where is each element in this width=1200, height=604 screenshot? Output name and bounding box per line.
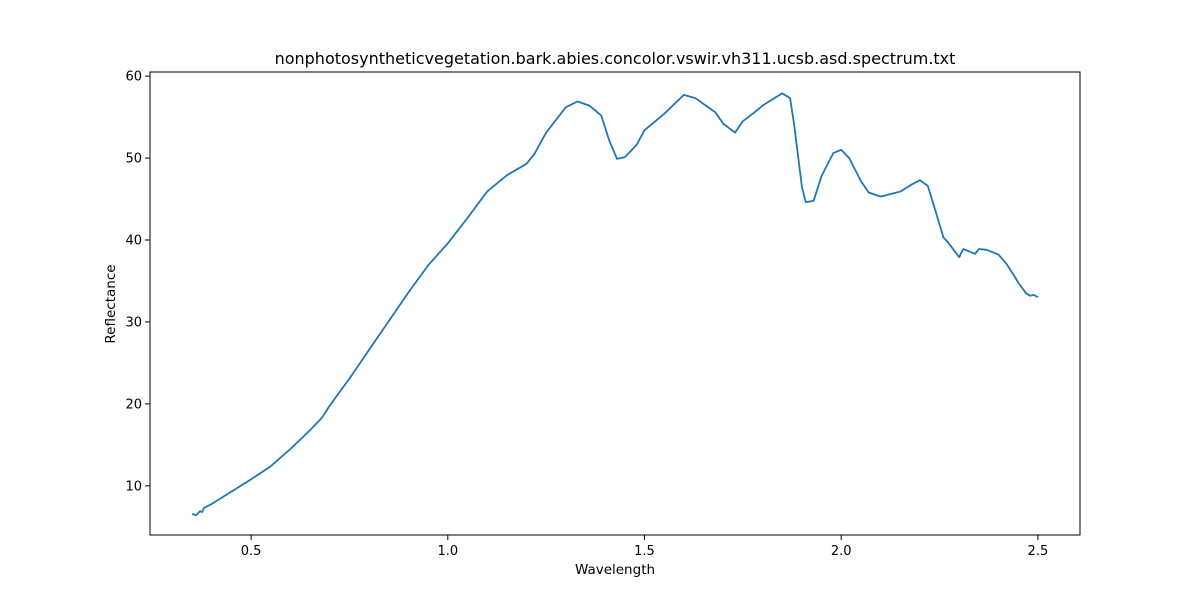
x-tick-label: 0.5 (241, 544, 262, 559)
y-tick-label: 40 (125, 233, 142, 248)
y-tick-label: 20 (125, 397, 142, 412)
x-axis-label: Wavelength (575, 562, 655, 578)
chart-title: nonphotosyntheticvegetation.bark.abies.c… (275, 49, 956, 68)
y-tick-label: 30 (125, 315, 142, 330)
y-tick-label: 60 (125, 70, 142, 85)
spectrum-line (191, 92, 1039, 517)
y-axis-label: Reflectance (103, 264, 119, 343)
x-tick-label: 1.5 (634, 544, 655, 559)
x-tick-label: 1.0 (437, 544, 458, 559)
x-tick-label: 2.0 (831, 544, 852, 559)
x-axis-ticks: 0.5 1.0 1.5 2.0 2.5 (241, 535, 1048, 559)
line-layer (191, 92, 1039, 517)
y-axis-ticks: 10 20 30 40 50 60 (125, 70, 150, 494)
y-tick-label: 10 (125, 479, 142, 494)
x-tick-label: 2.5 (1028, 544, 1049, 559)
plot-area-frame (149, 71, 1081, 536)
y-tick-label: 50 (125, 152, 142, 167)
